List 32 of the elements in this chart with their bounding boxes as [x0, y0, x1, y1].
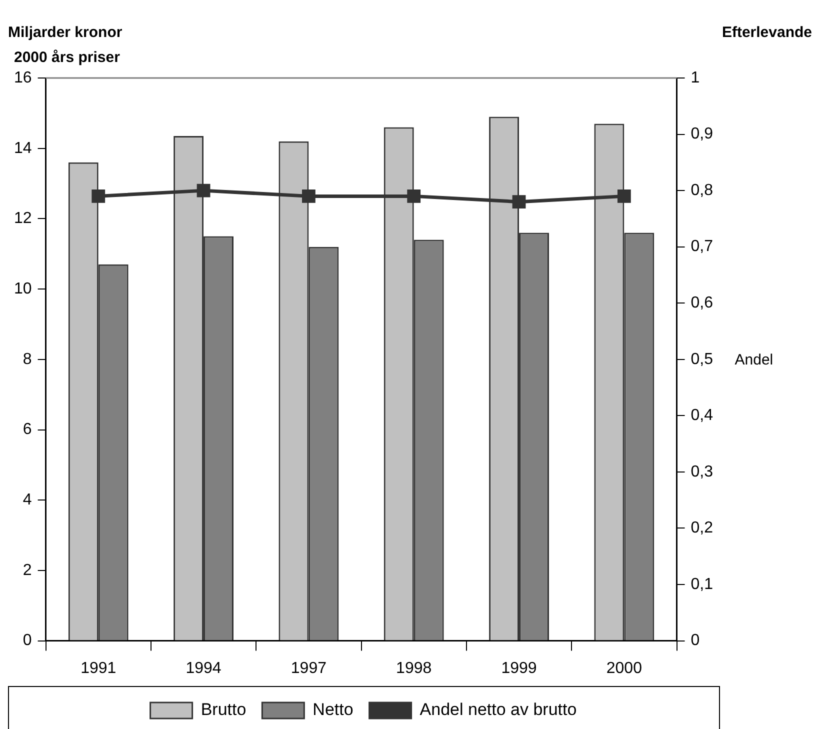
y2-tick-label: 0,4 [690, 407, 714, 424]
x-tick-label: 1994 [186, 660, 222, 677]
text: Efterlevande [722, 24, 812, 41]
y2-tick-label: 0,9 [690, 126, 714, 143]
y2-tick-label: 0,8 [690, 182, 714, 199]
y-tick-label: 4 [22, 492, 32, 509]
y2-tick-label: 0 [690, 632, 700, 650]
y-tick-label: 16 [14, 69, 32, 86]
x-tick-label: 1991 [80, 660, 116, 677]
y2-tick-label: 0,2 [690, 520, 714, 537]
y-tick-label: 6 [22, 421, 32, 438]
y2-tick-label: 0,3 [690, 463, 714, 480]
y2-axis-title: Andel [734, 351, 774, 368]
y2-tick-label: 0,1 [690, 576, 714, 593]
x-tick-label: 1999 [501, 660, 537, 677]
legend-label: Andel netto av brutto [420, 700, 577, 720]
x-tick-label: 1997 [290, 660, 327, 677]
y-tick-label: 2 [22, 562, 32, 579]
y-tick-label: 0 [22, 632, 32, 650]
legend-label: Netto [312, 700, 354, 720]
y2-tick-label: 0,7 [690, 238, 714, 256]
y2-tick-label: 0,6 [690, 294, 714, 312]
y-axis-title: Miljarder kronor 2000 års priser [8, 24, 122, 66]
legend-label: Brutto [200, 700, 246, 720]
y-tick-label: 10 [14, 280, 32, 298]
y-tick-label: 12 [14, 210, 32, 228]
x-tick-label: 1998 [396, 660, 432, 677]
y2-tick-label: 1 [690, 69, 700, 86]
y2-tick-label: 0,5 [690, 350, 714, 368]
y-tick-label: 14 [14, 140, 32, 157]
x-tick-label: 2000 [606, 660, 642, 677]
y-tick-label: 8 [22, 350, 32, 368]
